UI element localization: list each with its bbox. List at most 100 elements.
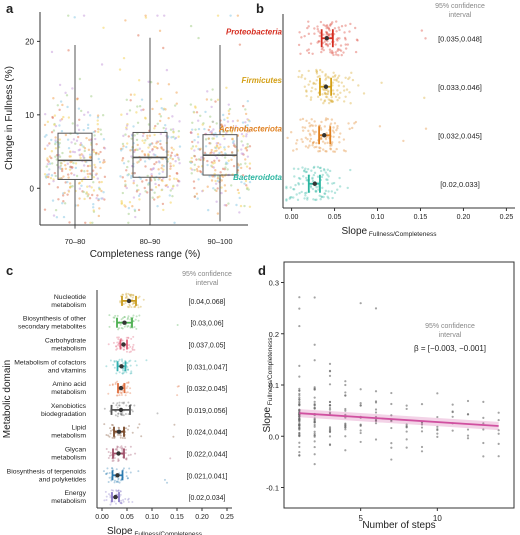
jitter-point bbox=[176, 324, 179, 327]
jitter-point bbox=[193, 139, 196, 142]
jitter-point bbox=[318, 149, 322, 153]
jitter-point bbox=[119, 490, 122, 493]
jitter-point bbox=[118, 433, 121, 436]
series-name: metabolism bbox=[51, 302, 86, 309]
scatter-point bbox=[344, 394, 347, 397]
scatter-point bbox=[405, 404, 408, 407]
jitter-point bbox=[169, 154, 173, 157]
jitter-point bbox=[127, 221, 130, 224]
scatter-point bbox=[298, 387, 301, 390]
jitter-point bbox=[111, 436, 114, 439]
jitter-point bbox=[195, 167, 199, 171]
jitter-point bbox=[172, 148, 175, 151]
jitter-point bbox=[326, 168, 330, 171]
jitter-point bbox=[329, 122, 333, 125]
jitter-point bbox=[118, 358, 121, 361]
jitter-point bbox=[123, 325, 126, 328]
ci-label: [0.033,0.046] bbox=[438, 83, 482, 92]
jitter-point bbox=[95, 142, 98, 146]
jitter-point bbox=[320, 175, 324, 179]
jitter-point bbox=[322, 23, 325, 27]
jitter-point bbox=[113, 479, 116, 482]
jitter-point bbox=[162, 164, 166, 168]
jitter-point bbox=[332, 150, 335, 153]
jitter-point bbox=[121, 360, 124, 363]
jitter-point bbox=[171, 194, 174, 198]
jitter-point bbox=[103, 423, 106, 426]
scatter-point bbox=[298, 389, 301, 392]
jitter-point bbox=[82, 145, 85, 148]
scatter-point bbox=[497, 455, 500, 458]
scatter-point bbox=[313, 432, 316, 435]
series-name: Xenobiotics bbox=[51, 403, 87, 410]
jitter-point bbox=[343, 31, 346, 34]
scatter-point bbox=[374, 401, 378, 404]
jitter-point bbox=[309, 42, 313, 45]
jitter-point bbox=[324, 88, 327, 92]
jitter-point bbox=[311, 52, 314, 56]
jitter-point bbox=[137, 188, 140, 192]
jitter-point bbox=[313, 146, 316, 149]
jitter-point bbox=[138, 198, 141, 201]
jitter-point bbox=[193, 163, 196, 166]
jitter-point bbox=[129, 372, 132, 375]
jitter-point bbox=[127, 306, 130, 309]
jitter-point bbox=[164, 184, 167, 187]
series-name: Firmicutes bbox=[242, 76, 283, 85]
scatter-point bbox=[313, 434, 316, 437]
fit-line bbox=[299, 412, 499, 427]
jitter-point bbox=[216, 177, 220, 180]
jitter-point bbox=[115, 448, 118, 451]
jitter-point bbox=[214, 182, 218, 185]
jitter-point bbox=[329, 23, 332, 26]
jitter-point bbox=[138, 314, 141, 317]
jitter-point bbox=[338, 37, 341, 40]
jitter-point bbox=[248, 145, 252, 148]
jitter-point bbox=[119, 391, 122, 394]
jitter-point bbox=[232, 164, 236, 168]
jitter-point bbox=[242, 135, 245, 138]
jitter-point bbox=[129, 99, 132, 102]
jitter-point bbox=[122, 348, 125, 351]
jitter-point bbox=[127, 497, 130, 500]
jitter-point bbox=[60, 117, 64, 121]
jitter-point bbox=[324, 118, 328, 122]
jitter-point bbox=[119, 490, 122, 493]
jitter-point bbox=[312, 166, 315, 169]
jitter-point bbox=[210, 164, 213, 168]
jitter-point bbox=[196, 197, 199, 200]
jitter-point bbox=[97, 157, 100, 161]
jitter-point bbox=[48, 142, 51, 145]
jitter-point bbox=[244, 121, 247, 124]
scatter-point bbox=[313, 430, 316, 433]
jitter-point bbox=[50, 138, 53, 142]
jitter-point bbox=[133, 93, 136, 96]
jitter-point bbox=[60, 169, 64, 173]
y-tick-label: 0.3 bbox=[269, 279, 279, 288]
jitter-point bbox=[162, 148, 165, 152]
jitter-point bbox=[66, 180, 69, 184]
jitter-point bbox=[351, 78, 355, 82]
ci-label: [0.021,0.041] bbox=[187, 473, 228, 480]
jitter-point bbox=[43, 147, 47, 151]
jitter-point bbox=[175, 91, 178, 94]
jitter-point bbox=[212, 128, 215, 131]
jitter-point bbox=[227, 103, 230, 106]
jitter-point bbox=[69, 150, 72, 153]
jitter-point bbox=[127, 498, 130, 501]
jitter-point bbox=[158, 112, 161, 116]
ci-header: interval bbox=[196, 280, 219, 287]
scatter-point bbox=[405, 407, 408, 411]
estimate-point bbox=[121, 342, 126, 347]
jitter-point bbox=[248, 180, 252, 184]
jitter-point bbox=[119, 501, 122, 504]
jitter-point bbox=[339, 44, 343, 47]
jitter-point bbox=[330, 95, 333, 99]
jitter-point bbox=[190, 147, 193, 150]
jitter-point bbox=[362, 92, 366, 95]
jitter-point bbox=[331, 141, 334, 144]
jitter-point bbox=[326, 39, 329, 43]
jitter-point bbox=[120, 502, 123, 505]
jitter-point bbox=[215, 142, 218, 145]
